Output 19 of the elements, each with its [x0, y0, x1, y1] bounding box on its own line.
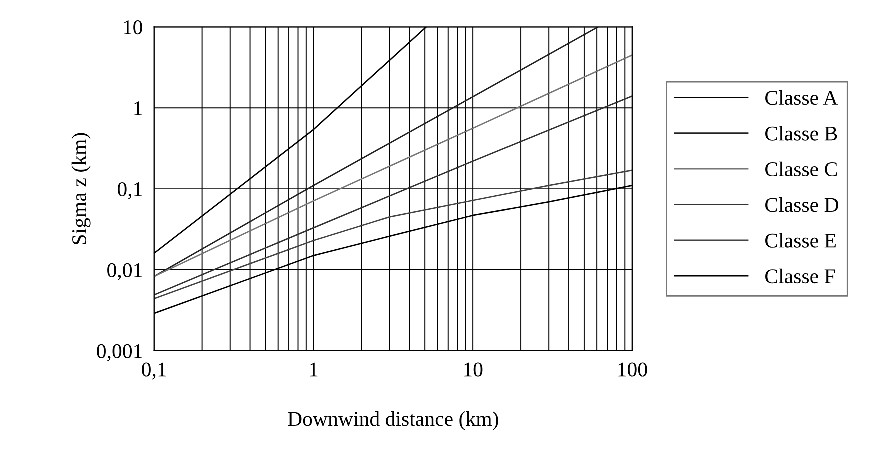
line-series: [154, 54, 632, 278]
x-tick-label: 1: [310, 362, 318, 377]
legend-label: Classe C: [766, 162, 838, 177]
legend-label: Classe A: [766, 90, 838, 106]
y-axis-title: Sigma z (km): [72, 133, 91, 244]
y-tick-label: 0,1: [118, 182, 142, 200]
y-tick-label: 0,01: [108, 263, 142, 280]
x-tick-label: 0,1: [142, 362, 166, 380]
x-tick-label: 10: [464, 362, 483, 377]
x-tick-label: 100: [618, 362, 648, 377]
y-tick-label: 0,001: [97, 344, 142, 362]
x-axis-title: Downwind distance (km): [288, 412, 498, 430]
y-tick-label: 1: [134, 102, 142, 116]
legend-label: Classe E: [766, 233, 836, 248]
y-tick-label: 10: [124, 20, 142, 35]
legend-label: Classe D: [766, 198, 838, 212]
legend-label: Classe F: [766, 268, 836, 284]
line-series: [154, 96, 632, 296]
legend-label: Classe B: [766, 126, 838, 141]
